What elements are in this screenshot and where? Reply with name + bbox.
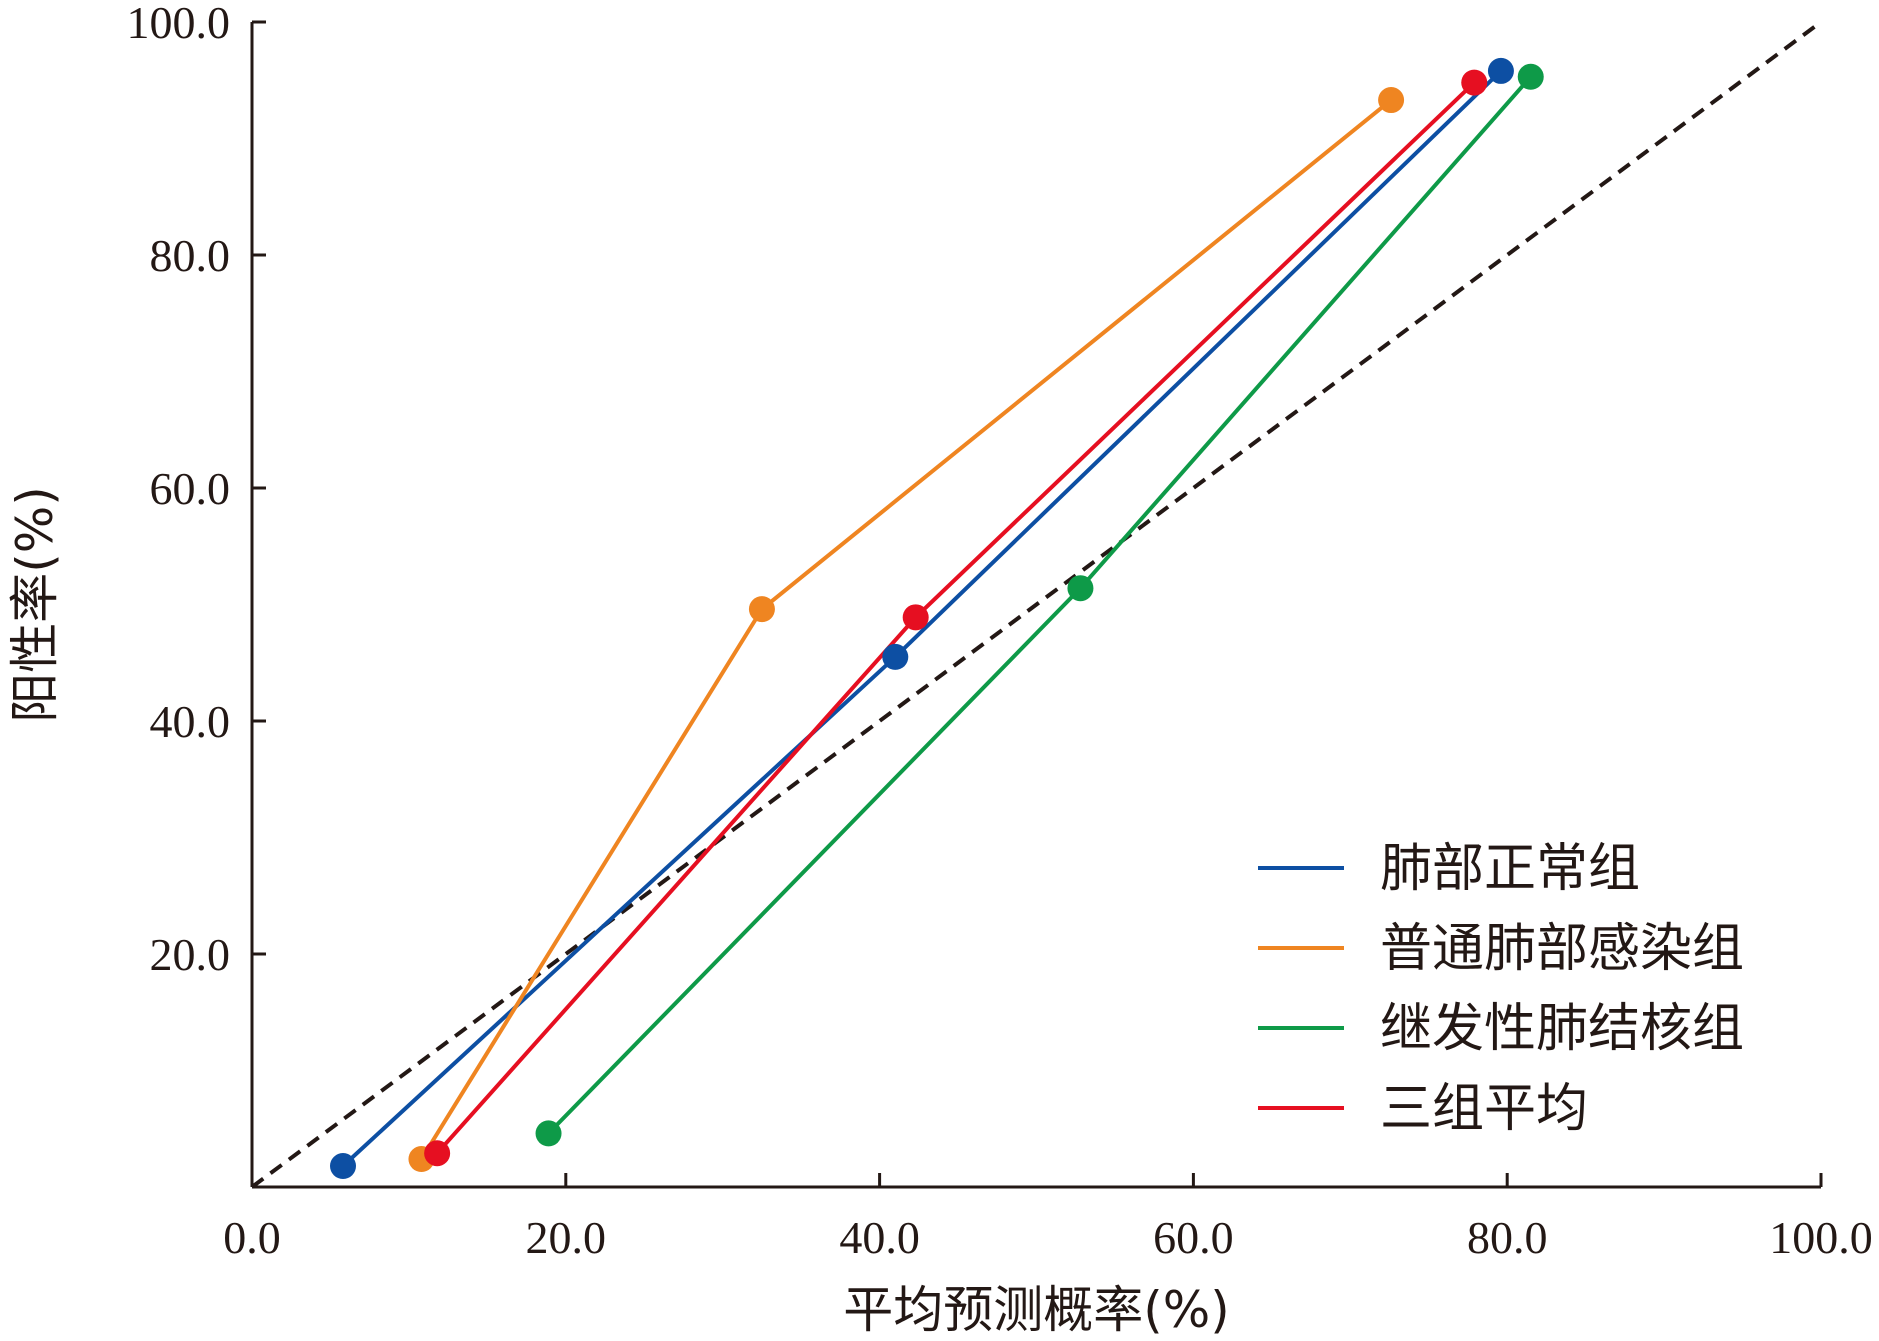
y-tick-label: 60.0	[150, 463, 231, 514]
data-point-2-1	[1067, 575, 1094, 602]
series-layer	[330, 57, 1544, 1180]
reference-line-layer	[250, 20, 1823, 1189]
y-tick-label: 80.0	[150, 230, 231, 281]
legend-label-tuberculosis: 继发性肺结核组	[1380, 999, 1744, 1059]
x-tick-label: 80.0	[1467, 1212, 1548, 1263]
legend-label-normal: 肺部正常组	[1380, 839, 1640, 899]
data-point-3-2	[1461, 69, 1488, 96]
series-line-3	[435, 81, 1476, 1155]
x-tick-label: 40.0	[839, 1212, 920, 1263]
tick-layer: 0.0 20.0 40.0 60.0 80.0 100.0 20.0 40.0 60.0 80.0…	[127, 0, 1873, 1263]
y-tick-label: 20.0	[150, 929, 231, 980]
legend: 肺部正常组 普通肺部感染组 继发性肺结核组 三组平均	[1258, 839, 1744, 1139]
x-tick-label: 100.0	[1769, 1212, 1873, 1263]
data-point-0-1	[882, 643, 909, 670]
x-tick-label: 60.0	[1153, 1212, 1234, 1263]
data-point-0-0	[330, 1153, 357, 1180]
data-point-3-1	[902, 604, 929, 631]
data-point-1-1	[748, 596, 775, 623]
legend-label-infection: 普通肺部感染组	[1380, 919, 1744, 979]
y-tick-label: 100.0	[127, 0, 231, 48]
x-tick-label: 0.0	[223, 1212, 281, 1263]
data-point-0-2	[1487, 57, 1514, 84]
axes	[250, 22, 1821, 1189]
x-axis-title: 平均预测概率(%)	[843, 1281, 1230, 1339]
x-tick-label: 20.0	[526, 1212, 607, 1263]
reference-diagonal-line	[250, 20, 1823, 1189]
data-point-1-2	[1378, 87, 1405, 114]
legend-label-average: 三组平均	[1380, 1079, 1588, 1139]
data-point-3-0	[424, 1140, 451, 1167]
y-axis-title: 阳性率(%)	[6, 486, 64, 723]
data-point-2-2	[1517, 63, 1544, 90]
data-point-2-0	[535, 1120, 562, 1147]
y-tick-label: 40.0	[150, 696, 231, 747]
